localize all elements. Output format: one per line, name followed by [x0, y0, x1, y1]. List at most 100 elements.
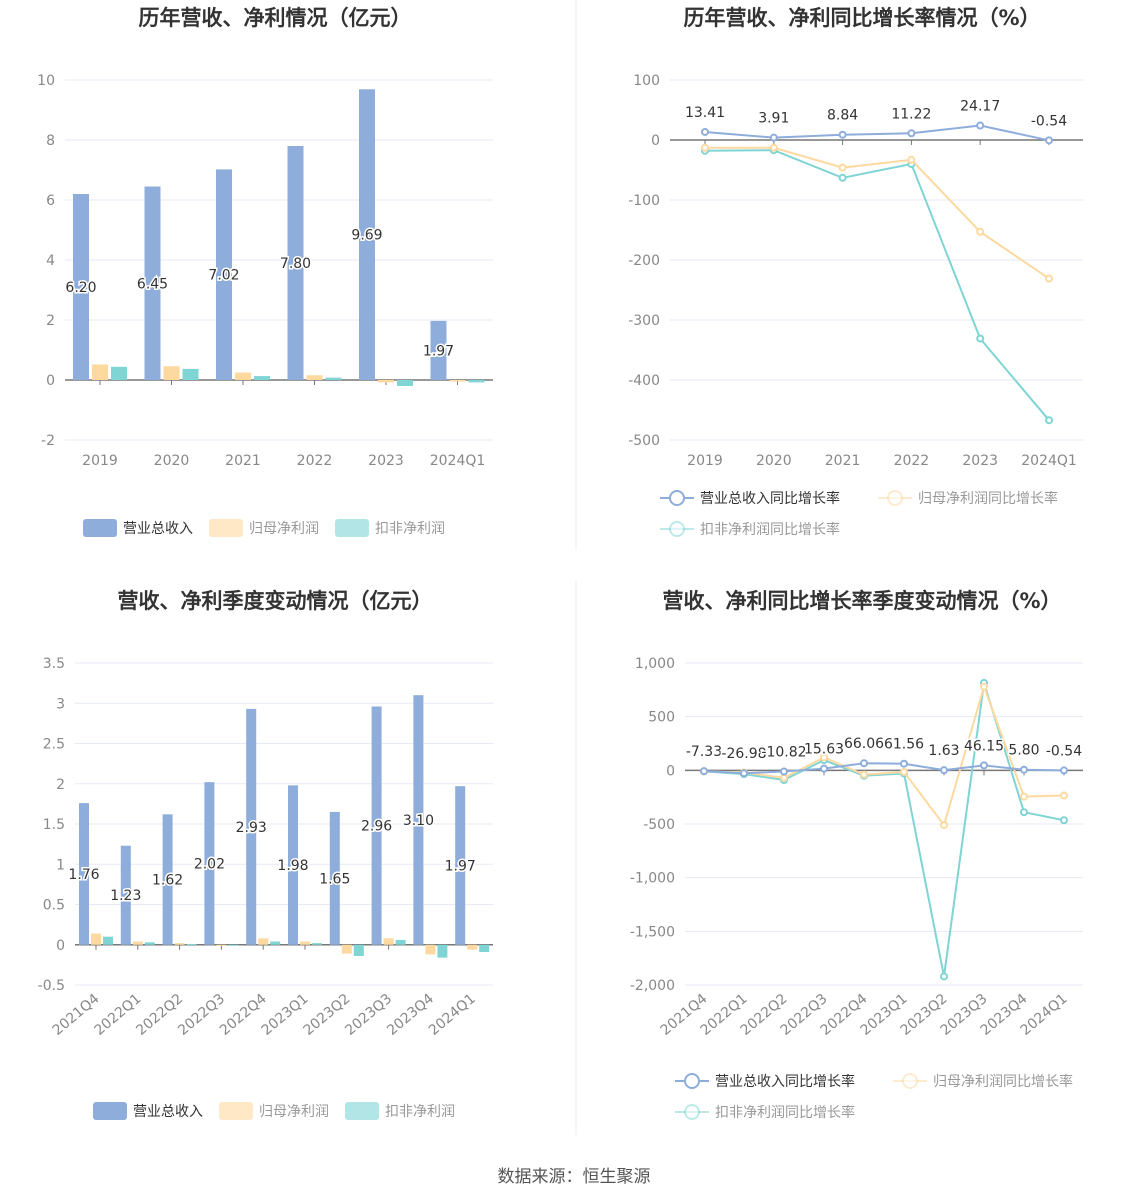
bar-deducted-profit	[103, 936, 113, 945]
y-tick-label: -500	[628, 433, 660, 449]
x-tick-label: 2024Q1	[426, 991, 479, 1039]
bar-net-profit	[132, 941, 143, 945]
chart-title: 营收、净利同比增长率季度变动情况（%）	[662, 589, 1061, 613]
bar-value-label: 1.97	[445, 858, 476, 874]
bar-net-profit	[235, 372, 251, 380]
bar-net-profit	[216, 944, 227, 946]
bar-value-label: 9.69	[351, 228, 382, 244]
data-point	[980, 761, 988, 770]
data-point	[1020, 808, 1028, 817]
y-tick-label: 2.5	[43, 737, 65, 753]
data-point	[701, 127, 709, 136]
bar-value-label: 2.93	[236, 820, 267, 836]
x-tick-label: 2022	[297, 453, 333, 469]
bar-value-label: 6.45	[137, 276, 168, 292]
bar-revenue	[120, 845, 131, 945]
bar-revenue	[79, 803, 89, 945]
y-tick-label: 4	[46, 253, 55, 269]
bar-revenue	[204, 782, 215, 945]
bar-net-profit	[306, 375, 323, 380]
line-value-label: 24.17	[960, 98, 1000, 114]
y-tick-label: -1,500	[630, 924, 675, 940]
data-point	[1060, 791, 1068, 800]
legend-label: 营业总收入	[123, 521, 193, 537]
data-point	[769, 143, 778, 152]
chart-title: 营收、净利季度变动情况（亿元）	[118, 589, 433, 613]
data-point	[1045, 274, 1053, 283]
y-tick-label: -100	[628, 193, 660, 209]
data-point	[700, 767, 708, 776]
line-value-label: 61.56	[884, 737, 924, 753]
bar-value-label: 1.23	[110, 888, 141, 904]
legend-circle-icon	[887, 490, 903, 506]
x-tick-label: 2020	[154, 453, 190, 469]
line-value-label: 13.41	[685, 105, 725, 121]
bar-deducted-profit	[228, 944, 239, 946]
data-point	[1060, 766, 1068, 775]
bar-revenue	[455, 786, 466, 945]
y-tick-label: 10	[37, 73, 55, 89]
data-point	[940, 821, 948, 830]
bar-value-label: 2.96	[361, 819, 392, 835]
data-point	[976, 334, 985, 343]
data-point	[940, 972, 948, 981]
y-tick-label: 0	[46, 373, 55, 389]
data-source: 数据来源：恒生聚源	[498, 1167, 651, 1187]
legend-label: 扣非净利润同比增长率	[700, 521, 840, 538]
data-point	[1020, 792, 1028, 801]
data-point	[701, 143, 709, 152]
y-tick-label: 1,000	[635, 656, 675, 672]
legend-swatch	[93, 1102, 127, 1120]
y-tick-label: 8	[46, 133, 55, 149]
bar-value-label: 1.98	[277, 858, 308, 874]
bar-deducted-profit	[182, 368, 199, 380]
line-revenue-growth	[703, 762, 1065, 775]
data-point	[860, 770, 868, 779]
y-tick-label: -200	[628, 253, 660, 269]
bar-net-profit	[449, 380, 466, 382]
legend-swatch	[209, 519, 243, 537]
bar-net-profit	[378, 380, 394, 383]
data-point	[860, 759, 868, 768]
bar-deducted-profit	[111, 366, 127, 380]
line-revenue-growth	[704, 124, 1050, 142]
y-tick-label: -300	[628, 313, 660, 329]
legend-label: 归母净利润同比增长率	[933, 1073, 1073, 1090]
y-tick-label: 0	[56, 938, 65, 954]
data-point	[820, 753, 828, 762]
data-point	[838, 130, 847, 139]
line-deducted-profit-growth	[704, 149, 1050, 421]
legend-swatch	[345, 1102, 379, 1120]
bar-net-profit	[341, 944, 352, 954]
line-deducted-profit-growth	[703, 682, 1065, 977]
bar-net-profit	[92, 364, 108, 380]
y-tick-label: 100	[633, 73, 660, 89]
bar-deducted-profit	[395, 939, 406, 945]
x-tick-label: 2023	[962, 453, 998, 469]
line-value-label: 15.63	[804, 742, 844, 758]
line-value-label: 3.91	[758, 111, 789, 127]
bar-deducted-profit	[312, 943, 322, 945]
line-value-label: -26.98	[721, 746, 766, 762]
data-point	[769, 133, 778, 142]
legend-label: 扣非净利润同比增长率	[715, 1104, 855, 1121]
data-point	[900, 767, 908, 776]
line-value-label: 5.80	[1008, 743, 1039, 759]
bar-deducted-profit	[397, 380, 413, 386]
bar-value-label: 1.62	[152, 873, 183, 889]
x-tick-label: 2024Q1	[430, 453, 486, 469]
bar-value-label: 1.65	[319, 871, 350, 887]
line-value-label: 11.22	[891, 106, 931, 122]
bar-value-label: 7.02	[208, 268, 239, 284]
y-tick-label: -2,000	[630, 978, 675, 994]
legend-label: 营业总收入同比增长率	[700, 490, 840, 507]
legend-circle-icon	[902, 1073, 918, 1089]
bar-revenue	[359, 89, 375, 381]
line-net-profit-growth	[703, 683, 1065, 828]
data-point	[820, 764, 828, 773]
bar-value-label: 2.02	[194, 856, 225, 872]
data-point	[980, 682, 988, 691]
x-tick-label: 2024Q1	[1021, 453, 1077, 469]
y-tick-label: -2	[41, 433, 55, 449]
y-tick-label: 500	[648, 710, 675, 726]
